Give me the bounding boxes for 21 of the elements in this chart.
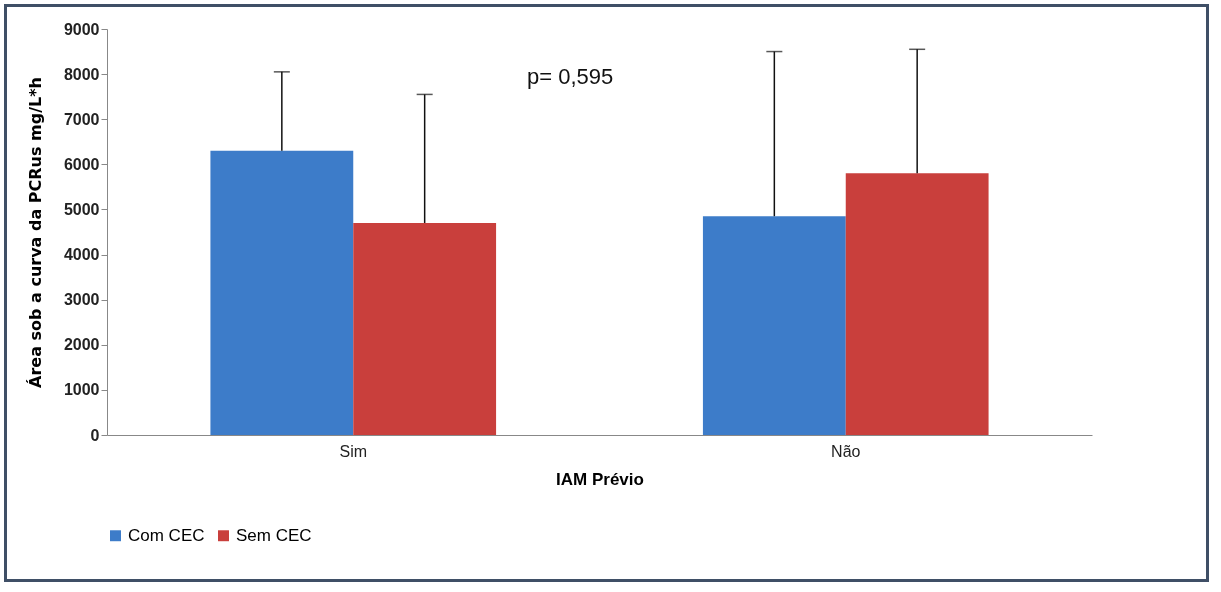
bar bbox=[702, 216, 846, 435]
y-axis-title: Área sob a curva da PCRus mg/L*h bbox=[25, 77, 45, 388]
x-tick-label: Não bbox=[831, 442, 861, 460]
y-tick-label: 2000 bbox=[63, 336, 100, 354]
y-tick-label: 5000 bbox=[63, 200, 100, 218]
y-tick-label: 9000 bbox=[63, 20, 100, 38]
bar bbox=[210, 150, 354, 435]
x-tick-label: Sim bbox=[339, 442, 368, 460]
y-tick-label: 0 bbox=[90, 426, 100, 444]
annotation: p= 0,595 bbox=[527, 64, 614, 89]
y-tick-label: 7000 bbox=[63, 110, 100, 128]
y-tick-label: 4000 bbox=[63, 246, 100, 264]
x-axis-title: IAM Prévio bbox=[556, 469, 644, 489]
legend-label: Com CEC bbox=[128, 525, 205, 545]
bar bbox=[353, 222, 497, 435]
y-tick-label: 8000 bbox=[63, 65, 100, 83]
y-tick-label: 1000 bbox=[63, 381, 100, 399]
legend-label: Sem CEC bbox=[236, 525, 312, 545]
y-tick-label: 3000 bbox=[63, 291, 100, 309]
y-tick-label: 6000 bbox=[63, 155, 100, 173]
bar bbox=[845, 173, 989, 435]
